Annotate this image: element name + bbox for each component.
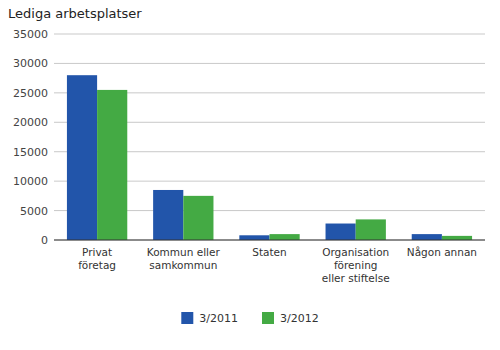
x-axis-line xyxy=(54,240,485,241)
x-tick-label: Någon annan xyxy=(407,246,477,258)
x-tick-label-line: Privat xyxy=(82,246,112,258)
bar xyxy=(183,196,213,240)
y-tick-label: 30000 xyxy=(13,57,48,70)
grid-line xyxy=(54,63,485,64)
bar xyxy=(67,75,97,240)
x-tick-label-line: eller stiftelse xyxy=(322,272,390,284)
y-tick-label: 0 xyxy=(41,234,48,247)
x-tick-label-line: Någon annan xyxy=(407,246,477,258)
bar xyxy=(412,234,442,240)
x-tick-label: Privatföretag xyxy=(78,246,116,271)
x-tick-label-line: Staten xyxy=(252,246,286,258)
y-tick-label: 15000 xyxy=(13,146,48,159)
x-tick-label-line: Organisation xyxy=(322,246,389,258)
y-grid xyxy=(54,34,485,240)
x-tick-label-line: företag xyxy=(78,259,116,271)
x-tick-label-line: förening xyxy=(334,259,378,271)
y-tick-label: 10000 xyxy=(13,175,48,188)
chart-container: Lediga arbetsplatser 0 5000 10000 15000 20000… xyxy=(0,0,500,350)
y-tick-label: 25000 xyxy=(13,87,48,100)
grid-line xyxy=(54,34,485,35)
legend: 3/2011 3/2012 xyxy=(181,312,318,325)
y-tick-label: 5000 xyxy=(20,205,48,218)
bar xyxy=(153,190,183,240)
legend-swatch xyxy=(181,312,193,324)
y-tick-label: 35000 xyxy=(13,28,48,41)
chart-svg: Lediga arbetsplatser 0 5000 10000 15000 20000… xyxy=(0,0,500,350)
bar xyxy=(356,219,386,240)
bar xyxy=(239,235,269,240)
bars xyxy=(67,75,472,240)
x-tick-label: Kommun ellersamkommun xyxy=(147,246,221,271)
bar xyxy=(97,90,127,240)
title: Lediga arbetsplatser xyxy=(8,6,142,21)
legend-label: 3/2012 xyxy=(280,312,319,325)
bar xyxy=(270,234,300,240)
y-tick-label: 20000 xyxy=(13,116,48,129)
x-tick-label-line: Kommun eller xyxy=(147,246,221,258)
x-tick-label: Staten xyxy=(252,246,286,258)
legend-swatch xyxy=(262,312,274,324)
x-tick-label-line: samkommun xyxy=(149,259,217,271)
legend-label: 3/2011 xyxy=(199,312,238,325)
grid-line xyxy=(54,240,485,241)
bar xyxy=(326,224,356,240)
bar xyxy=(442,236,472,240)
x-tick-label: Organisationföreningeller stiftelse xyxy=(322,246,390,284)
